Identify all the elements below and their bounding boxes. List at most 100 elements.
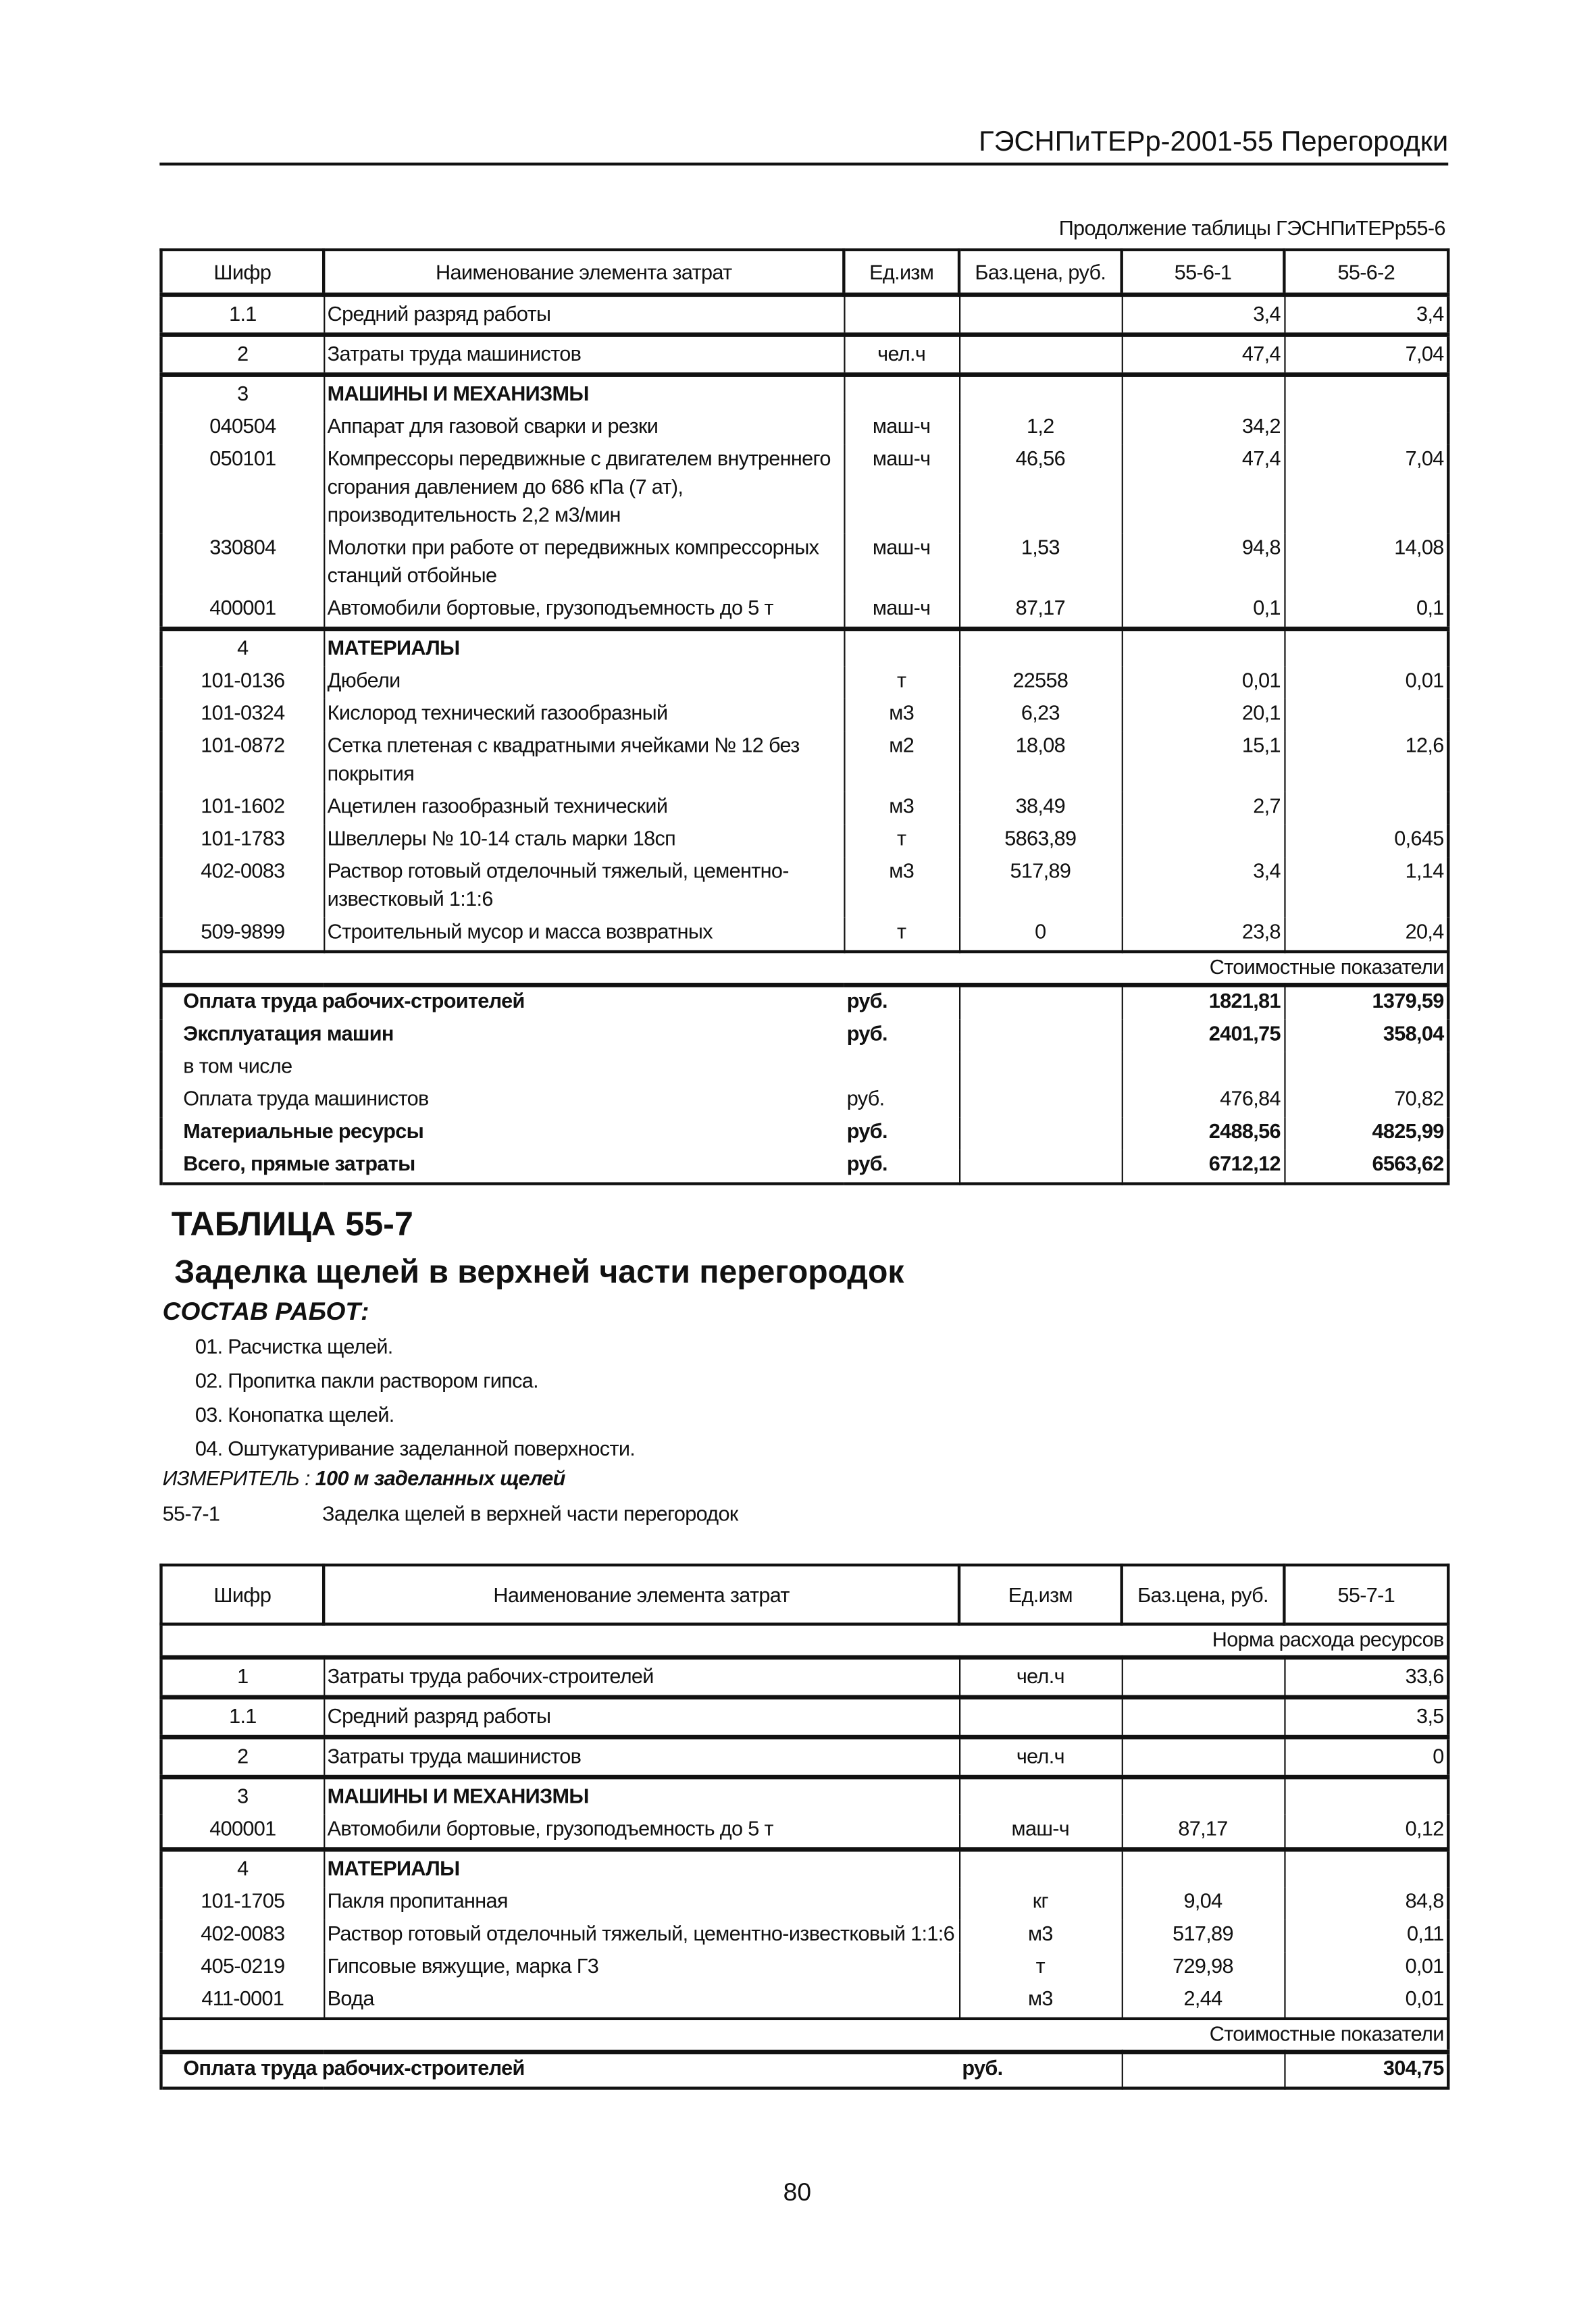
- unit-cell: маш-ч: [843, 412, 960, 445]
- table-header-row: Шифр Наименование элемента затрат Ед.изм…: [159, 248, 1450, 297]
- value-cell: 3,5: [1283, 1697, 1449, 1737]
- value-cell: 3,4: [1121, 294, 1285, 335]
- price-cell: 729,98: [1121, 1952, 1285, 1985]
- price-cell: 5863,89: [958, 824, 1123, 858]
- header-cell: Баз.цена, руб.: [957, 248, 1123, 297]
- value-cell: 47,4: [1121, 334, 1285, 375]
- row-group: 1.1 Средний разряд работы 3,5: [160, 1697, 1449, 1737]
- value-cell: 0,12: [1283, 1814, 1449, 1850]
- price-cell: 517,89: [958, 857, 1123, 918]
- table-header-row: Шифр Наименование элемента затрат Ед.изм…: [159, 1563, 1450, 1626]
- empty-cell: [958, 1019, 1123, 1052]
- code-cell: 050101: [160, 444, 325, 534]
- name-cell: Сетка плетеная с квадратными ячейками № …: [323, 731, 845, 792]
- unit-cell: маш-ч: [843, 444, 960, 534]
- price-cell: 38,49: [958, 792, 1123, 825]
- table-row: 1 Затраты труда рабочих-строителей чел.ч 33…: [160, 1657, 1449, 1697]
- value-cell: [1121, 824, 1285, 858]
- price-cell: [958, 374, 1123, 413]
- code-cell: 509-9899: [160, 917, 325, 952]
- price-cell: 9,04: [1121, 1887, 1285, 1920]
- table-row: 101-0136 Дюбели т 22558 0,01 0,01: [160, 666, 1449, 699]
- code-cell: 405-0219: [160, 1952, 325, 1985]
- row-group: 2 Затраты труда машинистов чел.ч 0: [160, 1737, 1449, 1778]
- value-cell: 12,6: [1283, 731, 1449, 792]
- value-cell: [1283, 1777, 1449, 1815]
- unit-cell: маш-ч: [958, 1814, 1123, 1850]
- value-cell: 0,01: [1283, 1984, 1449, 2019]
- price-cell: [958, 334, 1123, 375]
- running-head: ГЭСНПиТЕРр-2001-55 Перегородки: [979, 127, 1449, 159]
- summary-label: Всего, прямые затраты: [159, 1150, 844, 1184]
- code-cell: 400001: [160, 594, 325, 629]
- price-cell: 1,2: [958, 412, 1123, 445]
- summary-group: Оплата труда рабочих-строителей руб. 1821,…: [159, 985, 1449, 1184]
- header-cell: Шифр: [159, 1563, 326, 1626]
- table-row: 101-1705 Пакля пропитанная кг 9,04 84,8: [160, 1887, 1449, 1920]
- value-cell: 304,75: [1283, 2052, 1449, 2088]
- header-cell: Наименование элемента затрат: [321, 248, 846, 297]
- summary-row: Всего, прямые затраты руб. 6712,12 6563,62: [159, 1150, 1449, 1184]
- value-cell: [1283, 792, 1449, 825]
- value-cell: 3,4: [1121, 857, 1285, 918]
- table-55-7: Шифр Наименование элемента затрат Ед.изм…: [159, 1563, 1450, 2090]
- value-cell: 47,4: [1121, 444, 1285, 534]
- code-cell: 1.1: [160, 294, 325, 335]
- name-cell: МАШИНЫ И МЕХАНИЗМЫ: [323, 374, 845, 413]
- table-row: 4 МАТЕРИАЛЫ: [160, 1849, 1449, 1888]
- cost-band-row: Стоимостные показатели: [159, 2017, 1450, 2054]
- unit-cell: [958, 1777, 1123, 1815]
- code-cell: 040504: [160, 412, 325, 445]
- value-cell: 84,8: [1283, 1887, 1449, 1920]
- unit-cell: м3: [958, 1920, 1123, 1953]
- summary-label: Эксплуатация машин: [159, 1019, 844, 1052]
- summary-row: Материальные ресурсы руб. 2488,56 4825,99: [159, 1117, 1449, 1150]
- table-row: 2 Затраты труда машинистов чел.ч 47,4 7,04: [160, 334, 1449, 375]
- table-row: 330804 Молотки при работе от передвижных …: [160, 533, 1449, 594]
- table-row: 1.1 Средний разряд работы 3,4 3,4: [160, 294, 1449, 335]
- value-cell: 2401,75: [1121, 1019, 1285, 1052]
- table-row: 050101 Компрессоры передвижные с двигател…: [160, 444, 1449, 534]
- work-item: 04. Оштукатуривание заделанной поверхнос…: [195, 1436, 636, 1460]
- price-cell: [1121, 1737, 1285, 1778]
- unit-cell: [958, 1849, 1123, 1888]
- summary-label: Оплата труда машинистов: [159, 1084, 844, 1118]
- value-cell: 2488,56: [1121, 1117, 1285, 1150]
- price-cell: [1121, 1777, 1285, 1815]
- table-row: 101-1602 Ацетилен газообразный технически…: [160, 792, 1449, 825]
- value-cell: 0: [1283, 1737, 1449, 1778]
- name-cell: Средний разряд работы: [323, 1697, 960, 1737]
- value-cell: 476,84: [1121, 1084, 1285, 1118]
- table-row: 509-9899 Строительный мусор и масса возвр…: [160, 917, 1449, 952]
- name-cell: Средний разряд работы: [323, 294, 845, 335]
- summary-label: Материальные ресурсы: [159, 1117, 844, 1150]
- unit-cell: маш-ч: [843, 533, 960, 594]
- unit-cell: маш-ч: [843, 594, 960, 629]
- unit-cell: [844, 1052, 960, 1085]
- norm-band: Норма расхода ресурсов: [159, 1622, 1450, 1659]
- summary-row: Оплата труда машинистов руб. 476,84 70,82: [159, 1084, 1449, 1118]
- value-cell: 94,8: [1121, 533, 1285, 594]
- unit-cell: м3: [843, 792, 960, 825]
- value-cell: 7,04: [1283, 444, 1449, 534]
- empty-cell: [958, 1117, 1123, 1150]
- price-cell: 18,08: [958, 731, 1123, 792]
- price-cell: 1,53: [958, 533, 1123, 594]
- header-cell: Баз.цена, руб.: [1120, 1563, 1286, 1626]
- norm-band-row: Норма расхода ресурсов: [159, 1622, 1450, 1659]
- unit-cell: м3: [843, 698, 960, 732]
- unit-cell: руб.: [844, 985, 960, 1020]
- value-cell: 1821,81: [1121, 985, 1285, 1020]
- summary-group: Оплата труда рабочих-строителей руб. 304,7…: [159, 2052, 1449, 2088]
- unit-cell: руб.: [844, 1150, 960, 1184]
- price-cell: 22558: [958, 666, 1123, 699]
- name-cell: Автомобили бортовые, грузоподъемность до…: [323, 594, 845, 629]
- name-cell: Автомобили бортовые, грузоподъемность до…: [323, 1814, 960, 1850]
- table-row: 400001 Автомобили бортовые, грузоподъемно…: [160, 594, 1449, 629]
- code-cell: 101-1783: [160, 824, 325, 858]
- table-row: 3 МАШИНЫ И МЕХАНИЗМЫ: [160, 1777, 1449, 1815]
- table-row: 400001 Автомобили бортовые, грузоподъемно…: [160, 1814, 1449, 1850]
- table-row: 405-0219 Гипсовые вяжущие, марка Г3 т 729,9…: [160, 1952, 1449, 1985]
- code-cell: 101-1705: [160, 1887, 325, 1920]
- price-cell: [1121, 1849, 1285, 1888]
